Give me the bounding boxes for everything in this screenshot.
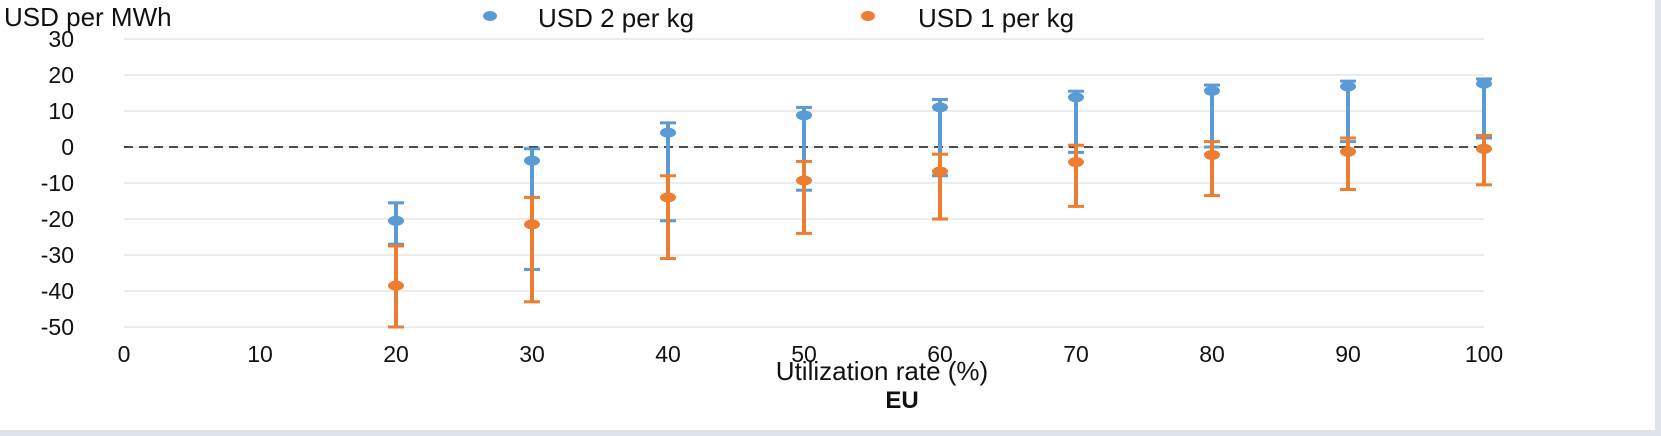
data-point bbox=[796, 110, 812, 121]
y-axis-title: USD per MWh bbox=[4, 2, 172, 32]
data-point bbox=[660, 127, 676, 138]
legend-marker-series-2 bbox=[861, 11, 875, 21]
legend-marker-series-1 bbox=[483, 11, 497, 21]
y-tick-label: -20 bbox=[41, 206, 74, 232]
series-2-markers bbox=[388, 143, 1492, 291]
plot-area bbox=[388, 77, 1492, 329]
y-tick-label: -40 bbox=[41, 278, 74, 304]
series-1-markers bbox=[388, 78, 1492, 226]
y-tick-label: 30 bbox=[48, 26, 74, 52]
data-point bbox=[932, 166, 948, 177]
x-axis-title: Utilization rate (%) bbox=[776, 356, 988, 386]
data-point bbox=[524, 155, 540, 166]
series-2 bbox=[388, 133, 1492, 329]
x-tick-label: 40 bbox=[655, 341, 681, 367]
y-tick-label: 20 bbox=[48, 62, 74, 88]
data-point bbox=[1204, 85, 1220, 96]
y-tick-label: 10 bbox=[48, 98, 74, 124]
x-axis-ticks: 0 10 20 30 40 50 60 70 80 90 100 bbox=[118, 341, 1504, 367]
data-point bbox=[1476, 78, 1492, 89]
x-tick-label: 0 bbox=[118, 341, 131, 367]
legend-label-series-1: USD 2 per kg bbox=[538, 3, 694, 33]
data-point bbox=[796, 175, 812, 186]
chart-caption: EU bbox=[885, 387, 918, 414]
data-point bbox=[388, 280, 404, 291]
legend-item-series-1[interactable]: USD 2 per kg bbox=[483, 3, 694, 33]
data-point bbox=[1340, 81, 1356, 92]
data-point bbox=[524, 219, 540, 230]
data-point bbox=[1068, 157, 1084, 168]
legend: USD 2 per kg USD 1 per kg bbox=[483, 3, 1074, 33]
x-tick-label: 70 bbox=[1063, 341, 1089, 367]
y-tick-label: -50 bbox=[41, 314, 74, 340]
x-tick-label: 50 bbox=[791, 341, 817, 367]
legend-item-series-2[interactable]: USD 1 per kg bbox=[861, 3, 1074, 33]
x-tick-label: 80 bbox=[1199, 341, 1225, 367]
y-tick-label: -10 bbox=[41, 170, 74, 196]
data-point bbox=[388, 215, 404, 226]
y-tick-label: 0 bbox=[61, 134, 74, 160]
data-point bbox=[1068, 92, 1084, 103]
y-tick-label: -30 bbox=[41, 242, 74, 268]
data-point bbox=[1204, 149, 1220, 160]
x-tick-label: 60 bbox=[927, 341, 953, 367]
legend-label-series-2: USD 1 per kg bbox=[918, 3, 1074, 33]
x-tick-label: 10 bbox=[247, 341, 273, 367]
x-tick-label: 90 bbox=[1335, 341, 1361, 367]
data-point bbox=[1340, 146, 1356, 157]
y-axis-ticks: 30 20 10 0 -10 -20 -30 -40 -50 bbox=[41, 26, 74, 340]
x-tick-label: 30 bbox=[519, 341, 545, 367]
x-tick-label: 100 bbox=[1465, 341, 1503, 367]
data-point bbox=[1476, 143, 1492, 154]
data-point bbox=[660, 192, 676, 203]
data-point bbox=[932, 102, 948, 113]
x-tick-label: 20 bbox=[383, 341, 409, 367]
